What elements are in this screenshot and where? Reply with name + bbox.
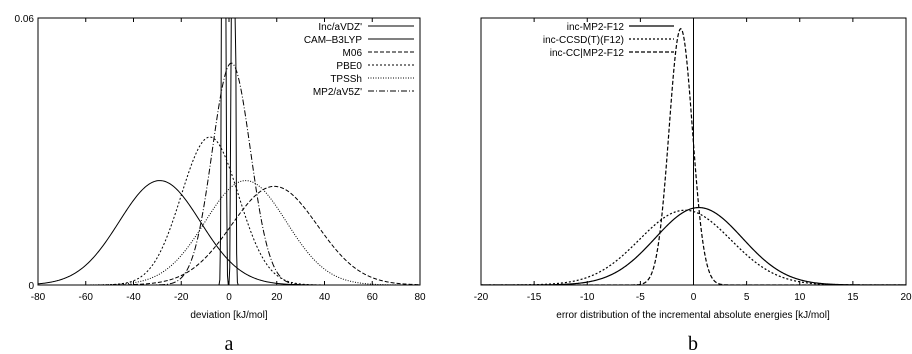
- panel-a-label: a: [225, 333, 234, 354]
- legend-label: TPSSh: [330, 74, 362, 85]
- x-tick-label: -20: [474, 292, 489, 303]
- panel-b-chart: -20 -15 -10 -5 0 5 10 15 20 inc-MP2-F12 inc-CCSD(…: [474, 17, 912, 354]
- x-tick-label: 5: [744, 292, 750, 303]
- legend-label: inc-MP2-F12: [567, 22, 625, 33]
- x-tick-label: 20: [271, 292, 283, 303]
- x-tick-label: 0: [691, 292, 697, 303]
- panel-a-curves: [38, 18, 420, 285]
- x-tick-label: 10: [794, 292, 806, 303]
- x-tick-label: -40: [126, 292, 141, 303]
- x-tick-label: 15: [847, 292, 859, 303]
- x-tick-label: 80: [414, 292, 426, 303]
- series-curve-5: [38, 62, 420, 285]
- series-curve-1: [38, 180, 420, 285]
- x-tick-label: -80: [31, 292, 46, 303]
- series-curve-2: [38, 185, 420, 285]
- series-curve-0: [38, 18, 420, 285]
- x-tick-label: -15: [527, 292, 542, 303]
- x-tick-label: -20: [174, 292, 189, 303]
- x-tick-label: 0: [226, 292, 232, 303]
- legend-label: inc-CC|MP2-F12: [550, 48, 625, 59]
- series-curve-3: [38, 136, 420, 285]
- panel-b-curves: [481, 18, 906, 285]
- panel-b-x-axis-label: error distribution of the incremental ab…: [556, 310, 830, 321]
- y-tick-label: 0.06: [15, 14, 35, 25]
- x-tick-label: 60: [367, 292, 379, 303]
- legend-label: MP2/aV5Z': [313, 87, 362, 98]
- legend-label: M06: [343, 48, 363, 59]
- series-curve-4: [38, 180, 420, 285]
- panel-b-label: b: [688, 333, 698, 354]
- y-tick-label: 0: [28, 281, 34, 292]
- legend-label: Inc/aVDZ': [318, 22, 362, 33]
- panel-a-x-axis-label: deviation [kJ/mol]: [190, 310, 267, 321]
- panel-a-plot-frame: [37, 17, 421, 286]
- panel-b-legend: inc-MP2-F12 inc-CCSD(T)(F12) inc-CC|MP2-F1…: [543, 22, 674, 59]
- legend-label: PBE0: [336, 61, 362, 72]
- legend-label: inc-CCSD(T)(F12): [543, 35, 624, 46]
- x-tick-label: 40: [319, 292, 331, 303]
- legend-label: CAM–B3LYP: [304, 35, 363, 46]
- panel-a-legend: Inc/aVDZ' CAM–B3LYP M06 PBE0 TPSSh MP2/aV5Z': [304, 22, 414, 98]
- panel-a-chart: -80 -60 -40 -20 0 20 40 60 80 0 0.06 Inc/aVDZ' CAM…: [15, 14, 426, 354]
- x-tick-label: -10: [580, 292, 595, 303]
- x-tick-label: 20: [900, 292, 912, 303]
- series-curve-6: [38, 18, 420, 285]
- x-tick-label: -5: [636, 292, 645, 303]
- panel-b-x-ticks: -20 -15 -10 -5 0 5 10 15 20: [474, 18, 912, 303]
- x-tick-label: -60: [79, 292, 94, 303]
